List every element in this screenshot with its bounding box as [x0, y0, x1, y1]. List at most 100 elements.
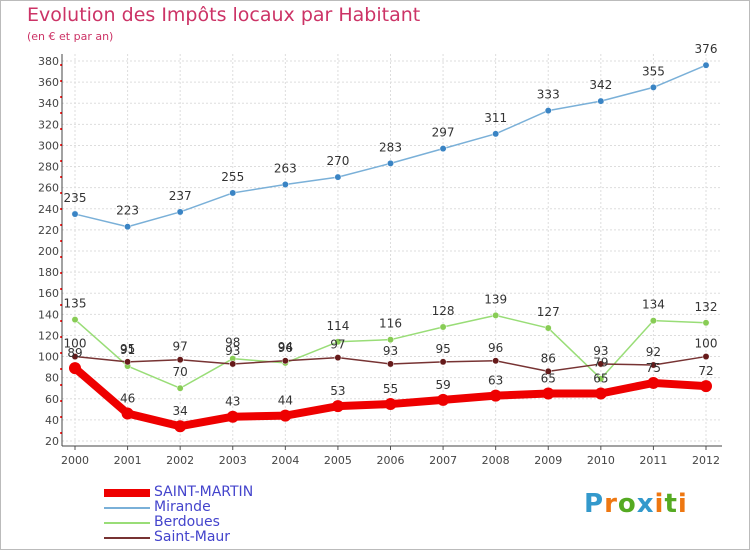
grid-layer — [62, 54, 722, 446]
data-label-berdoues: 134 — [642, 298, 665, 312]
point-berdoues — [439, 323, 447, 331]
point-mirande — [544, 107, 552, 115]
logo-letter: x — [636, 489, 655, 519]
point-mirande — [387, 159, 394, 167]
data-label-saint-maur: 93 — [593, 344, 608, 358]
data-label-saint-maur: 96 — [278, 341, 293, 355]
axis-layer: 20 40 60 80 100 120 140 160 180 200 220 240 260 280 30… — [38, 54, 722, 467]
data-label-mirande: 270 — [326, 154, 349, 168]
y-tick-label: 100 — [38, 351, 59, 364]
point-berdoues — [649, 317, 657, 325]
plot-area — [62, 54, 722, 446]
data-label-mirande: 283 — [379, 140, 402, 154]
data-label-mirande: 376 — [695, 42, 718, 56]
point-saint-martin — [279, 409, 292, 422]
data-label-berdoues: 94 — [278, 340, 293, 354]
point-mirande — [334, 173, 342, 181]
x-tick-label: 2012 — [692, 454, 720, 467]
data-label-saint-martin: 75 — [646, 361, 661, 375]
logo-letter: r — [604, 489, 618, 519]
point-saint-martin — [594, 387, 607, 400]
x-tick-label: 2003 — [219, 454, 247, 467]
data-label-mirande: 297 — [432, 126, 455, 140]
y-tick-label: 360 — [38, 76, 59, 89]
y-tick-label: 380 — [38, 55, 59, 68]
legend-label-saint-martin: SAINT-MARTIN — [154, 484, 254, 500]
data-label-berdoues: 135 — [64, 297, 87, 311]
data-label-mirande: 311 — [484, 111, 507, 125]
point-saint-maur — [649, 361, 657, 369]
data-label-saint-maur: 92 — [646, 345, 661, 359]
point-saint-martin — [226, 410, 239, 423]
data-label-saint-martin: 55 — [383, 382, 398, 396]
legend-label-berdoues: Berdoues — [154, 514, 220, 530]
point-berdoues — [492, 311, 500, 319]
data-label-mirande: 235 — [64, 191, 87, 205]
point-mirande — [71, 210, 79, 218]
logo-letter: i — [677, 489, 688, 519]
proxiti-logo: Proxiti — [584, 489, 688, 519]
point-mirande — [597, 97, 605, 105]
point-saint-martin — [647, 376, 660, 389]
y-tick-label: 40 — [45, 414, 59, 427]
y-tick-label: 240 — [38, 203, 59, 216]
data-label-saint-maur: 86 — [541, 351, 556, 365]
y-tick-label: 140 — [38, 308, 59, 321]
legend-item-saint-maur: Saint-Maur — [104, 529, 364, 545]
data-label-saint-martin: 44 — [278, 394, 293, 408]
data-label-saint-maur: 96 — [488, 341, 503, 355]
y-tick-label: 20 — [45, 435, 59, 448]
y-tick-label: 260 — [38, 182, 59, 195]
point-saint-maur — [281, 357, 289, 365]
legend-item-saint-martin: SAINT-MARTIN — [104, 484, 364, 500]
data-label-berdoues: 127 — [537, 305, 560, 319]
point-mirande — [439, 145, 447, 153]
point-mirande — [124, 223, 132, 231]
legend-label-mirande: Mirande — [154, 499, 211, 515]
data-label-berdoues: 139 — [484, 292, 507, 306]
chart-title: Evolution des Impôts locaux par Habitant — [27, 4, 421, 26]
point-saint-martin — [384, 398, 397, 411]
point-saint-martin — [69, 362, 81, 375]
data-label-saint-maur: 93 — [225, 344, 240, 358]
point-mirande — [649, 83, 657, 91]
point-saint-martin — [331, 400, 344, 413]
point-saint-martin — [542, 387, 555, 400]
point-saint-martin — [121, 407, 134, 420]
data-label-saint-martin: 59 — [435, 378, 450, 392]
data-label-saint-martin: 63 — [488, 374, 503, 388]
x-tick-label: 2004 — [271, 454, 299, 467]
point-saint-maur — [492, 357, 500, 365]
y-tick-label: 60 — [45, 393, 59, 406]
point-saint-maur — [387, 360, 394, 368]
point-saint-maur — [439, 358, 447, 366]
data-label-berdoues: 116 — [379, 317, 402, 331]
point-saint-maur — [702, 353, 710, 361]
legend-swatch-saint-martin — [104, 489, 150, 497]
point-saint-maur — [71, 353, 79, 361]
point-berdoues — [71, 316, 79, 324]
data-label-mirande: 223 — [116, 204, 139, 218]
y-tick-label: 300 — [38, 139, 59, 152]
data-label-mirande: 333 — [537, 88, 560, 102]
data-label-layer: 235 223 237 255 263 270 283 297 311 333 342 355 376 1… — [64, 42, 718, 418]
point-saint-martin — [174, 420, 187, 433]
data-label-berdoues: 91 — [120, 343, 135, 357]
logo-letter: P — [584, 489, 605, 519]
point-saint-maur — [544, 367, 552, 375]
point-mirande — [281, 181, 289, 188]
x-tick-label: 2000 — [61, 454, 89, 467]
data-label-mirande: 263 — [274, 162, 297, 176]
legend-item-berdoues: Berdoues — [104, 514, 364, 530]
x-tick-label: 2005 — [324, 454, 352, 467]
data-label-mirande: 237 — [169, 189, 192, 203]
legend-swatch-saint-maur — [104, 537, 150, 539]
data-label-berdoues: 98 — [225, 336, 240, 350]
legend-swatch-berdoues — [104, 522, 150, 524]
data-label-berdoues: 70 — [173, 365, 188, 379]
point-berdoues — [702, 319, 710, 327]
point-saint-maur — [229, 360, 237, 368]
data-label-saint-maur: 95 — [435, 342, 450, 356]
point-saint-martin — [437, 393, 450, 406]
